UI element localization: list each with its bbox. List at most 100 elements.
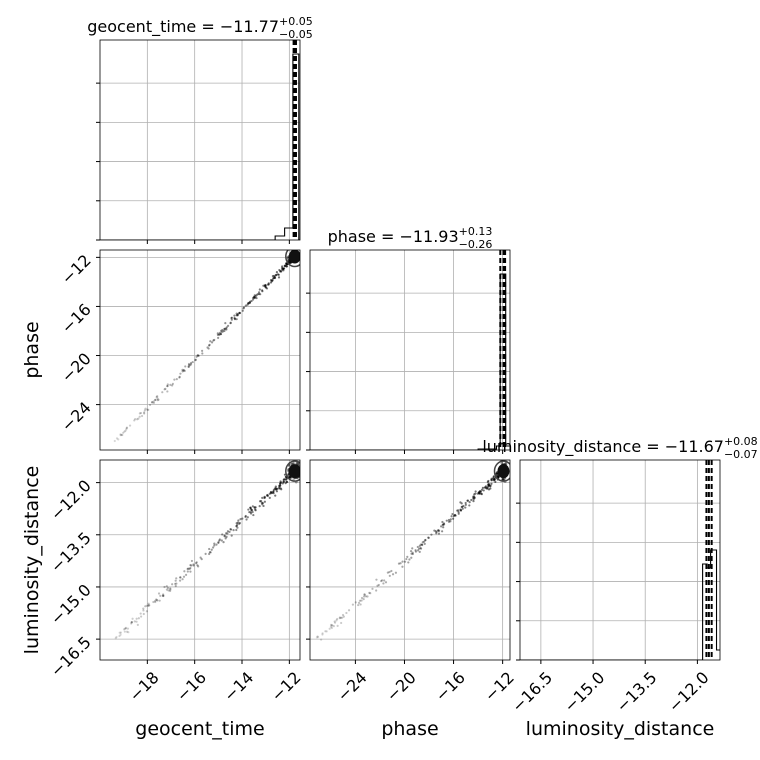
sample-point xyxy=(196,564,199,567)
sample-point xyxy=(154,398,157,402)
sample-point xyxy=(427,536,430,540)
x-tick-label: −15.0 xyxy=(560,668,608,716)
sample-point xyxy=(219,333,222,336)
sample-point xyxy=(120,433,123,437)
sample-point xyxy=(464,506,467,509)
sample-point xyxy=(174,584,177,588)
sample-point xyxy=(414,550,418,553)
sample-point xyxy=(208,547,211,551)
title-phase: phase = −11.93+0.13−0.26 xyxy=(328,225,493,251)
sample-point xyxy=(282,480,285,483)
sample-point xyxy=(188,567,191,571)
sample-point xyxy=(253,506,256,509)
sample-point xyxy=(275,487,278,490)
sample-point xyxy=(118,631,121,634)
sample-point xyxy=(239,518,242,521)
sample-point xyxy=(380,579,384,582)
sample-point xyxy=(397,562,401,565)
sample-point xyxy=(152,400,155,403)
sample-point xyxy=(143,412,146,415)
sample-point xyxy=(187,567,190,570)
sample-point xyxy=(466,499,469,502)
sample-point xyxy=(357,603,360,607)
sample-point xyxy=(271,279,274,282)
panel-frame xyxy=(309,459,511,661)
sample-point xyxy=(280,488,283,491)
sample-point xyxy=(196,354,199,357)
panel-title: phase = −11.93+0.13 xyxy=(328,225,493,246)
x-tick-label: −12 xyxy=(267,668,304,705)
sample-point xyxy=(228,530,231,533)
sample-point xyxy=(391,573,395,576)
sample-point xyxy=(249,507,252,510)
sample-point xyxy=(457,509,460,512)
sample-point xyxy=(411,552,414,556)
sample-point xyxy=(410,552,413,555)
sample-point xyxy=(447,518,451,522)
sample-point xyxy=(142,612,145,616)
sample-point xyxy=(237,312,240,316)
sample-point xyxy=(213,542,216,545)
sample-point xyxy=(242,307,245,310)
sample-point xyxy=(336,617,339,621)
sample-point xyxy=(335,619,338,622)
sample-point xyxy=(122,431,125,434)
sample-point xyxy=(272,488,276,491)
density-contour xyxy=(288,250,300,264)
sample-point xyxy=(363,593,366,596)
sample-point xyxy=(145,604,148,607)
sample-point xyxy=(138,412,141,415)
sample-point xyxy=(161,594,164,597)
sample-point xyxy=(261,496,264,500)
sample-point xyxy=(235,528,238,532)
sample-point xyxy=(147,604,150,607)
sample-point xyxy=(442,522,446,525)
sample-point xyxy=(230,317,233,320)
sample-point xyxy=(223,535,226,538)
sample-point xyxy=(436,529,440,532)
sample-point xyxy=(255,294,258,297)
sample-point xyxy=(265,494,269,497)
sample-point xyxy=(166,384,169,388)
sample-point xyxy=(238,312,241,315)
sample-point xyxy=(248,301,252,305)
sample-point xyxy=(449,518,452,521)
sample-point xyxy=(184,365,187,368)
sample-point xyxy=(119,631,122,634)
sample-point xyxy=(493,478,496,481)
sample-point xyxy=(282,267,285,270)
sample-point xyxy=(487,479,490,483)
sample-point xyxy=(208,343,211,346)
sample-point xyxy=(208,551,212,554)
sample-point xyxy=(480,488,484,491)
sample-point xyxy=(441,523,445,526)
sample-point xyxy=(320,638,323,641)
sample-point xyxy=(133,419,136,422)
sample-point xyxy=(258,505,261,508)
sample-point xyxy=(399,562,402,565)
sample-point xyxy=(220,539,223,542)
x-tick-label: −16 xyxy=(432,668,469,705)
sample-point xyxy=(245,518,248,521)
sample-point xyxy=(217,541,220,545)
sample-point xyxy=(281,265,284,268)
sample-point xyxy=(249,511,252,514)
sample-point xyxy=(416,545,419,549)
sample-point xyxy=(218,333,221,336)
sample-point xyxy=(125,427,128,430)
sample-point xyxy=(449,520,452,523)
sample-point xyxy=(244,304,247,307)
sample-point xyxy=(182,369,185,372)
sample-point xyxy=(246,516,249,519)
sample-point xyxy=(452,514,456,518)
sample-point xyxy=(135,617,138,620)
sample-point xyxy=(329,625,333,628)
sample-point xyxy=(140,615,143,618)
y-tick-label: −15.0 xyxy=(47,580,95,628)
sample-point xyxy=(163,388,166,391)
sample-point xyxy=(262,504,265,508)
sample-point xyxy=(451,512,454,516)
sample-point xyxy=(325,630,328,633)
sample-point xyxy=(182,368,185,372)
